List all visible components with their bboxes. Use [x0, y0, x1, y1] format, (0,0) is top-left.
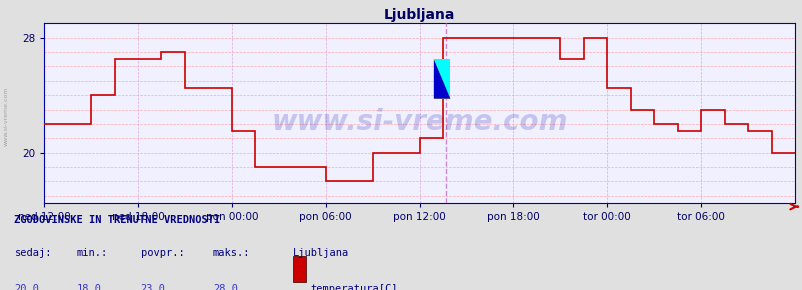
Text: www.si-vreme.com: www.si-vreme.com [4, 86, 9, 146]
Text: www.si-vreme.com: www.si-vreme.com [271, 108, 567, 136]
Text: sedaj:: sedaj: [14, 248, 52, 258]
Text: povpr.:: povpr.: [140, 248, 184, 258]
Text: min.:: min.: [76, 248, 107, 258]
Text: 28,0: 28,0 [213, 284, 237, 290]
Bar [433, 59, 450, 99]
Polygon shape [433, 59, 450, 99]
Bar [293, 256, 306, 282]
Text: ZGODOVINSKE IN TRENUTNE VREDNOSTI: ZGODOVINSKE IN TRENUTNE VREDNOSTI [14, 215, 221, 225]
Polygon shape [433, 59, 450, 99]
Text: Ljubljana: Ljubljana [293, 248, 349, 258]
Text: 20,0: 20,0 [14, 284, 39, 290]
Title: Ljubljana: Ljubljana [383, 8, 455, 22]
Text: maks.:: maks.: [213, 248, 250, 258]
Text: temperatura[C]: temperatura[C] [310, 284, 398, 290]
Text: 23,0: 23,0 [140, 284, 165, 290]
Text: 18,0: 18,0 [76, 284, 101, 290]
